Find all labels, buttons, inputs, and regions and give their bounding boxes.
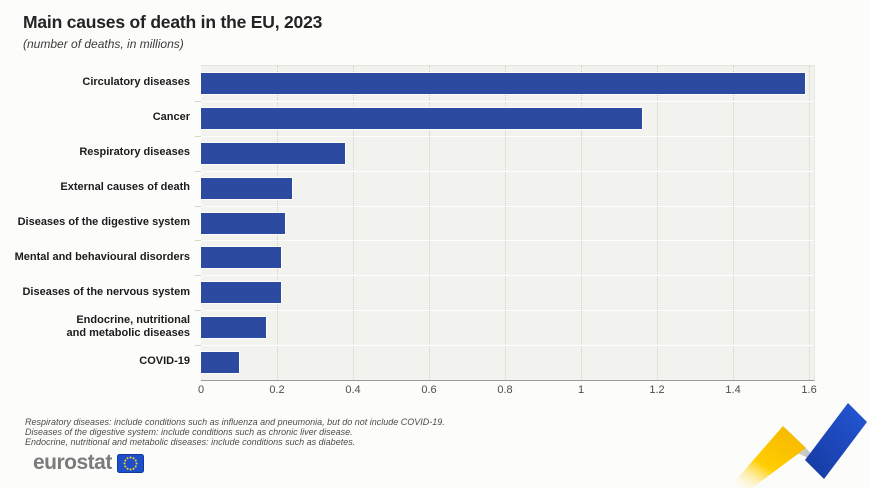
y-axis-tick: [195, 310, 201, 312]
footnotes: Respiratory diseases: include conditions…: [25, 417, 445, 447]
x-tick-label: 1.6: [801, 384, 817, 396]
gridline: [657, 66, 659, 380]
y-axis-tick: [195, 345, 201, 347]
y-axis-tick: [195, 275, 201, 277]
eurostat-logo: eurostat: [33, 450, 144, 476]
gridline: [581, 66, 583, 380]
category-axis-labels: Circulatory diseases Cancer Respiratory di…: [0, 65, 196, 379]
row-separator: [201, 170, 814, 172]
x-tick-label: 0.8: [497, 384, 513, 396]
category-label-text: Mental and behavioural disorders: [14, 250, 190, 263]
x-axis: 0 0.2 0.4 0.6 0.8 1 1.2 1.4 1.6: [197, 384, 817, 398]
category-label: Cancer: [0, 100, 196, 135]
category-label: Mental and behavioural disorders: [0, 239, 196, 274]
chart-subtitle: (number of deaths, in millions): [23, 37, 184, 51]
ribbon-blue-band: [805, 403, 867, 479]
row-separator: [201, 345, 814, 347]
category-label: External causes of death: [0, 170, 196, 205]
row-separator: [201, 310, 814, 312]
ribbon-yellow-band: [729, 426, 806, 488]
eu-flag-icon: [116, 453, 144, 473]
y-axis-tick: [195, 240, 201, 242]
decorative-ribbon-graphic: [729, 403, 867, 488]
category-label-text: COVID-19: [139, 355, 190, 368]
category-label-text: Respiratory diseases: [79, 145, 190, 158]
category-label: Endocrine, nutritional and metabolic dis…: [0, 309, 196, 344]
row-separator: [201, 205, 814, 207]
category-label-text: Circulatory diseases: [82, 76, 190, 89]
x-tick-label: 0.2: [269, 384, 285, 396]
bar: [201, 282, 281, 304]
bar: [201, 177, 293, 199]
y-axis-tick: [195, 170, 201, 172]
bar: [201, 317, 266, 339]
category-label-text: Endocrine, nutritional and metabolic dis…: [66, 314, 191, 339]
row-separator: [201, 100, 814, 102]
category-label: COVID-19: [0, 344, 196, 379]
category-label-text: Cancer: [152, 111, 190, 124]
gridline: [429, 66, 431, 380]
category-label-text: Diseases of the nervous system: [22, 285, 190, 298]
row-separator: [201, 240, 814, 242]
y-axis-tick: [195, 205, 201, 207]
category-label: Circulatory diseases: [0, 65, 196, 100]
x-tick-label: 1: [577, 384, 585, 396]
category-label: Diseases of the nervous system: [0, 274, 196, 309]
y-axis-tick: [195, 135, 201, 137]
bar: [201, 247, 281, 269]
footnote-line: Endocrine, nutritional and metabolic dis…: [25, 437, 356, 447]
gridline: [353, 66, 354, 380]
row-separator: [201, 275, 814, 277]
x-tick-label: 1.4: [725, 384, 741, 396]
eurostat-logo-text: eurostat: [33, 451, 112, 474]
plot-area: [195, 65, 815, 381]
bar: [201, 352, 239, 374]
bar: [201, 142, 346, 164]
bar: [201, 72, 806, 94]
x-tick-label: 0.6: [421, 384, 437, 396]
y-axis-tick: [195, 100, 201, 102]
footnote-line: Diseases of the digestive system: includ…: [25, 427, 353, 437]
category-label: Respiratory diseases: [0, 135, 196, 170]
footnote-line: Respiratory diseases: include conditions…: [25, 417, 445, 427]
x-tick-label: 0: [197, 384, 205, 396]
category-label-text: External causes of death: [60, 180, 190, 193]
category-label-text: Diseases of the digestive system: [17, 215, 190, 228]
bar: [201, 107, 642, 129]
gridline: [505, 66, 507, 380]
bar: [201, 212, 285, 234]
category-label: Diseases of the digestive system: [0, 205, 196, 240]
chart-title: Main causes of death in the EU, 2023: [23, 12, 323, 32]
gridline: [809, 66, 811, 380]
x-tick-label: 0.4: [345, 384, 361, 396]
row-separator: [201, 135, 814, 137]
gridline: [733, 66, 735, 380]
x-tick-label: 1.2: [649, 384, 665, 396]
